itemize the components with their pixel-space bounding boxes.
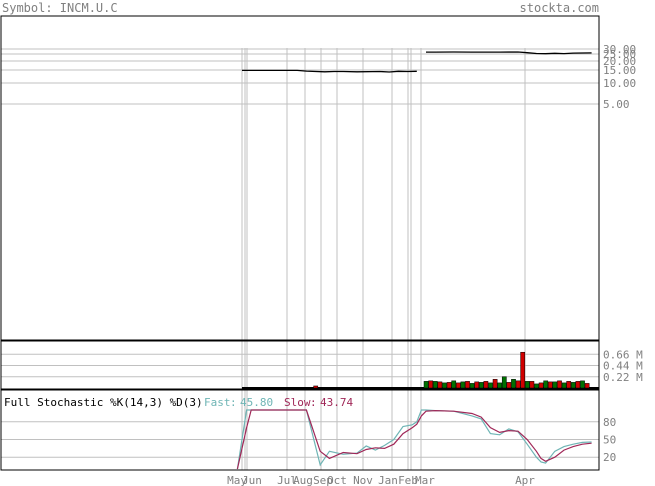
volume-bar [501,376,507,389]
volume-bar [580,380,585,389]
volume-bar [451,380,457,389]
volume-bar [506,382,512,389]
x-tick-label: May [227,474,247,486]
fast-legend-name: Fast [204,396,231,409]
volume-bar [442,382,447,389]
x-tick-label: Mar [415,474,435,486]
volume-bar [455,382,461,389]
volume-bar [437,381,443,389]
price-tick-label: 5.00 [603,98,630,111]
x-tick-label: Jan [378,474,398,486]
volume-bar [538,382,544,389]
volume-panel [0,340,600,390]
volume-bar [557,380,562,389]
x-tick-label: Jun [242,474,262,486]
x-tick-label: Oct [327,474,347,486]
x-tick-label: Apr [515,474,535,486]
volume-bar [446,382,452,389]
volume-tick-label: 0.66 M [603,348,643,361]
volume-bar [561,382,567,389]
stochastic-tick-label: 80 [603,416,616,429]
symbol-label: Symbol: INCM.U.C [2,1,118,15]
volume-bar [584,383,590,389]
price-series [242,51,592,73]
volume-tick-label: 0.22 M [603,371,643,384]
x-tick-label: Nov [353,474,373,486]
price-tick-label: 15.00 [603,64,636,77]
volume-bar [570,382,576,389]
volume-tick-label: 0.44 M [603,360,643,373]
slow-legend-value: 43.74 [320,396,353,409]
volume-bar [432,381,438,389]
price-tick-label: 25.00 [603,48,636,61]
fast-legend-value: 45.80 [240,396,273,409]
volume-bar [552,381,558,389]
volume-bar [547,381,553,389]
slow-d-line [236,409,592,470]
x-tick-label: Jul [277,474,297,486]
slow-legend-colon: : [310,396,317,409]
price-tick-label: 20.00 [603,55,636,68]
volume-bar [497,382,503,389]
volume-bar [515,380,521,389]
volume-bar [492,379,498,389]
volume-bar [529,381,535,389]
stochastic-panel [0,389,600,471]
x-tick-label: Aug [293,474,313,486]
volume-bar [478,382,484,389]
volume-bar [488,382,493,389]
volume-bar [524,381,530,389]
stochastic-tick-label: 50 [603,434,616,447]
fast-legend-colon: : [230,396,237,409]
x-tick-label: Feb [398,474,418,486]
volume-bar [511,379,516,389]
x-tick-label: Sep [313,474,333,486]
volume-bar [428,380,434,389]
price-line [242,69,417,73]
slow-legend-name: Slow [284,396,311,409]
grid [241,48,526,470]
stochastic-title: Full Stochastic %K(14,3) %D(3) [4,396,203,409]
volume-bar [483,381,489,389]
volume-bar [543,380,549,389]
volume-bar [534,383,539,389]
price-tick-label: 10.00 [603,77,636,90]
volume-bar [313,385,319,389]
volume-bar [575,381,581,389]
volume-bar [465,381,470,389]
stochastic-tick-label: 20 [603,451,616,464]
volume-bar [520,351,526,389]
price-panel [0,15,600,341]
price-line [426,51,592,55]
stochastic-series [236,409,592,470]
site-name[interactable]: stockta.com [520,1,599,15]
volume-bar [474,381,480,389]
volume-bar [423,381,429,389]
price-tick-label: 30.00 [603,43,636,56]
volume-series [313,351,590,389]
volume-bar [460,381,466,389]
volume-bar [469,383,475,389]
volume-bar [566,381,572,389]
stochastic-axis: 80 50 20 [1,416,616,464]
